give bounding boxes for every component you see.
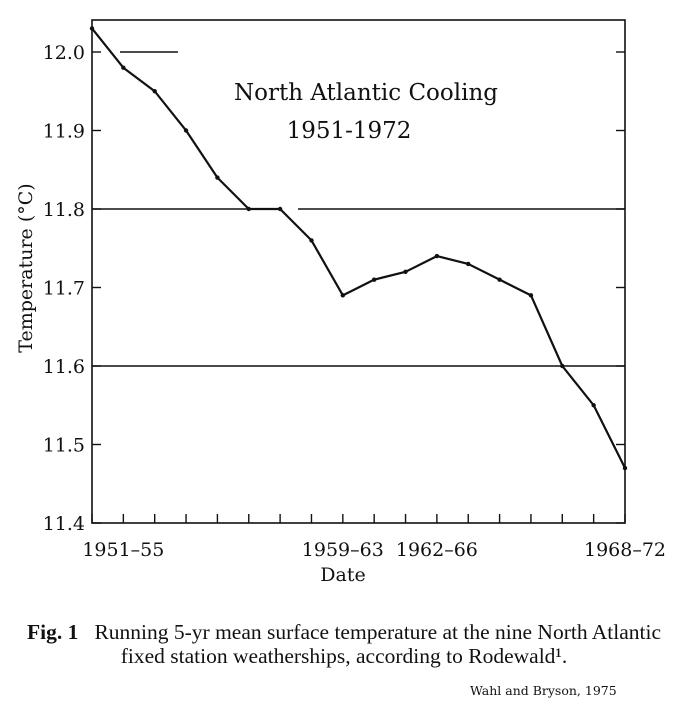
data-point-6: [277, 206, 283, 212]
data-point-4: [215, 175, 220, 180]
y-axis-label: Temperature (°C): [15, 183, 37, 352]
x-tick-label-0: 1951–55: [82, 539, 164, 561]
x-tick-label-2: 1962–66: [396, 539, 478, 561]
figure-caption-text: Running 5-yr mean surface temperature at…: [94, 620, 662, 668]
data-point-16: [591, 403, 596, 408]
data-point-0: [89, 26, 95, 31]
data-point-8: [340, 293, 346, 298]
data-point-9: [371, 277, 377, 282]
x-axis-label: Date: [320, 564, 365, 586]
series-group: [89, 26, 628, 471]
data-point-14: [528, 293, 534, 298]
data-point-12: [466, 261, 471, 267]
data-point-10: [403, 269, 408, 274]
series-line-0: [91, 27, 626, 469]
data-point-5: [246, 206, 251, 212]
y-tick-label-2: 11.6: [43, 356, 85, 378]
y-tick-label-0: 11.4: [43, 513, 85, 535]
data-point-3: [183, 128, 189, 133]
y-tick-label-3: 11.7: [43, 278, 85, 300]
data-point-15: [560, 363, 565, 369]
y-tick-label-5: 11.9: [43, 121, 85, 143]
figure-label: Fig. 1: [26, 620, 79, 644]
figure-caption: Fig. 1 Running 5-yr mean surface tempera…: [8, 620, 680, 668]
chart-title: North Atlantic Cooling: [234, 80, 498, 106]
data-point-1: [121, 65, 126, 70]
data-point-17: [622, 465, 628, 471]
data-point-7: [309, 238, 314, 243]
line-chart: 11.4 11.5 11.6 11.7 11.8 11.9 12.0 1951–55 1959–…: [15, 19, 666, 586]
plot-frame: [91, 19, 626, 524]
y-tick-label-4: 11.8: [43, 199, 85, 221]
y-tick-label-1: 11.5: [43, 435, 85, 457]
reference-line-gap: [268, 205, 298, 213]
data-point-11: [434, 253, 440, 259]
chart-subtitle: 1951-1972: [287, 118, 412, 144]
x-tick-label-3: 1968–72: [584, 539, 666, 561]
reference-lines: [92, 51, 625, 367]
source-credit: Wahl and Bryson, 1975: [470, 683, 617, 698]
axis-ticks: 11.4 11.5 11.6 11.7 11.8 11.9 12.0 1951–55 1959–…: [43, 42, 666, 561]
y-tick-label-6: 12.0: [43, 42, 85, 64]
data-point-2: [152, 89, 157, 94]
x-tick-label-1: 1959–63: [302, 539, 384, 561]
data-point-13: [497, 277, 502, 282]
